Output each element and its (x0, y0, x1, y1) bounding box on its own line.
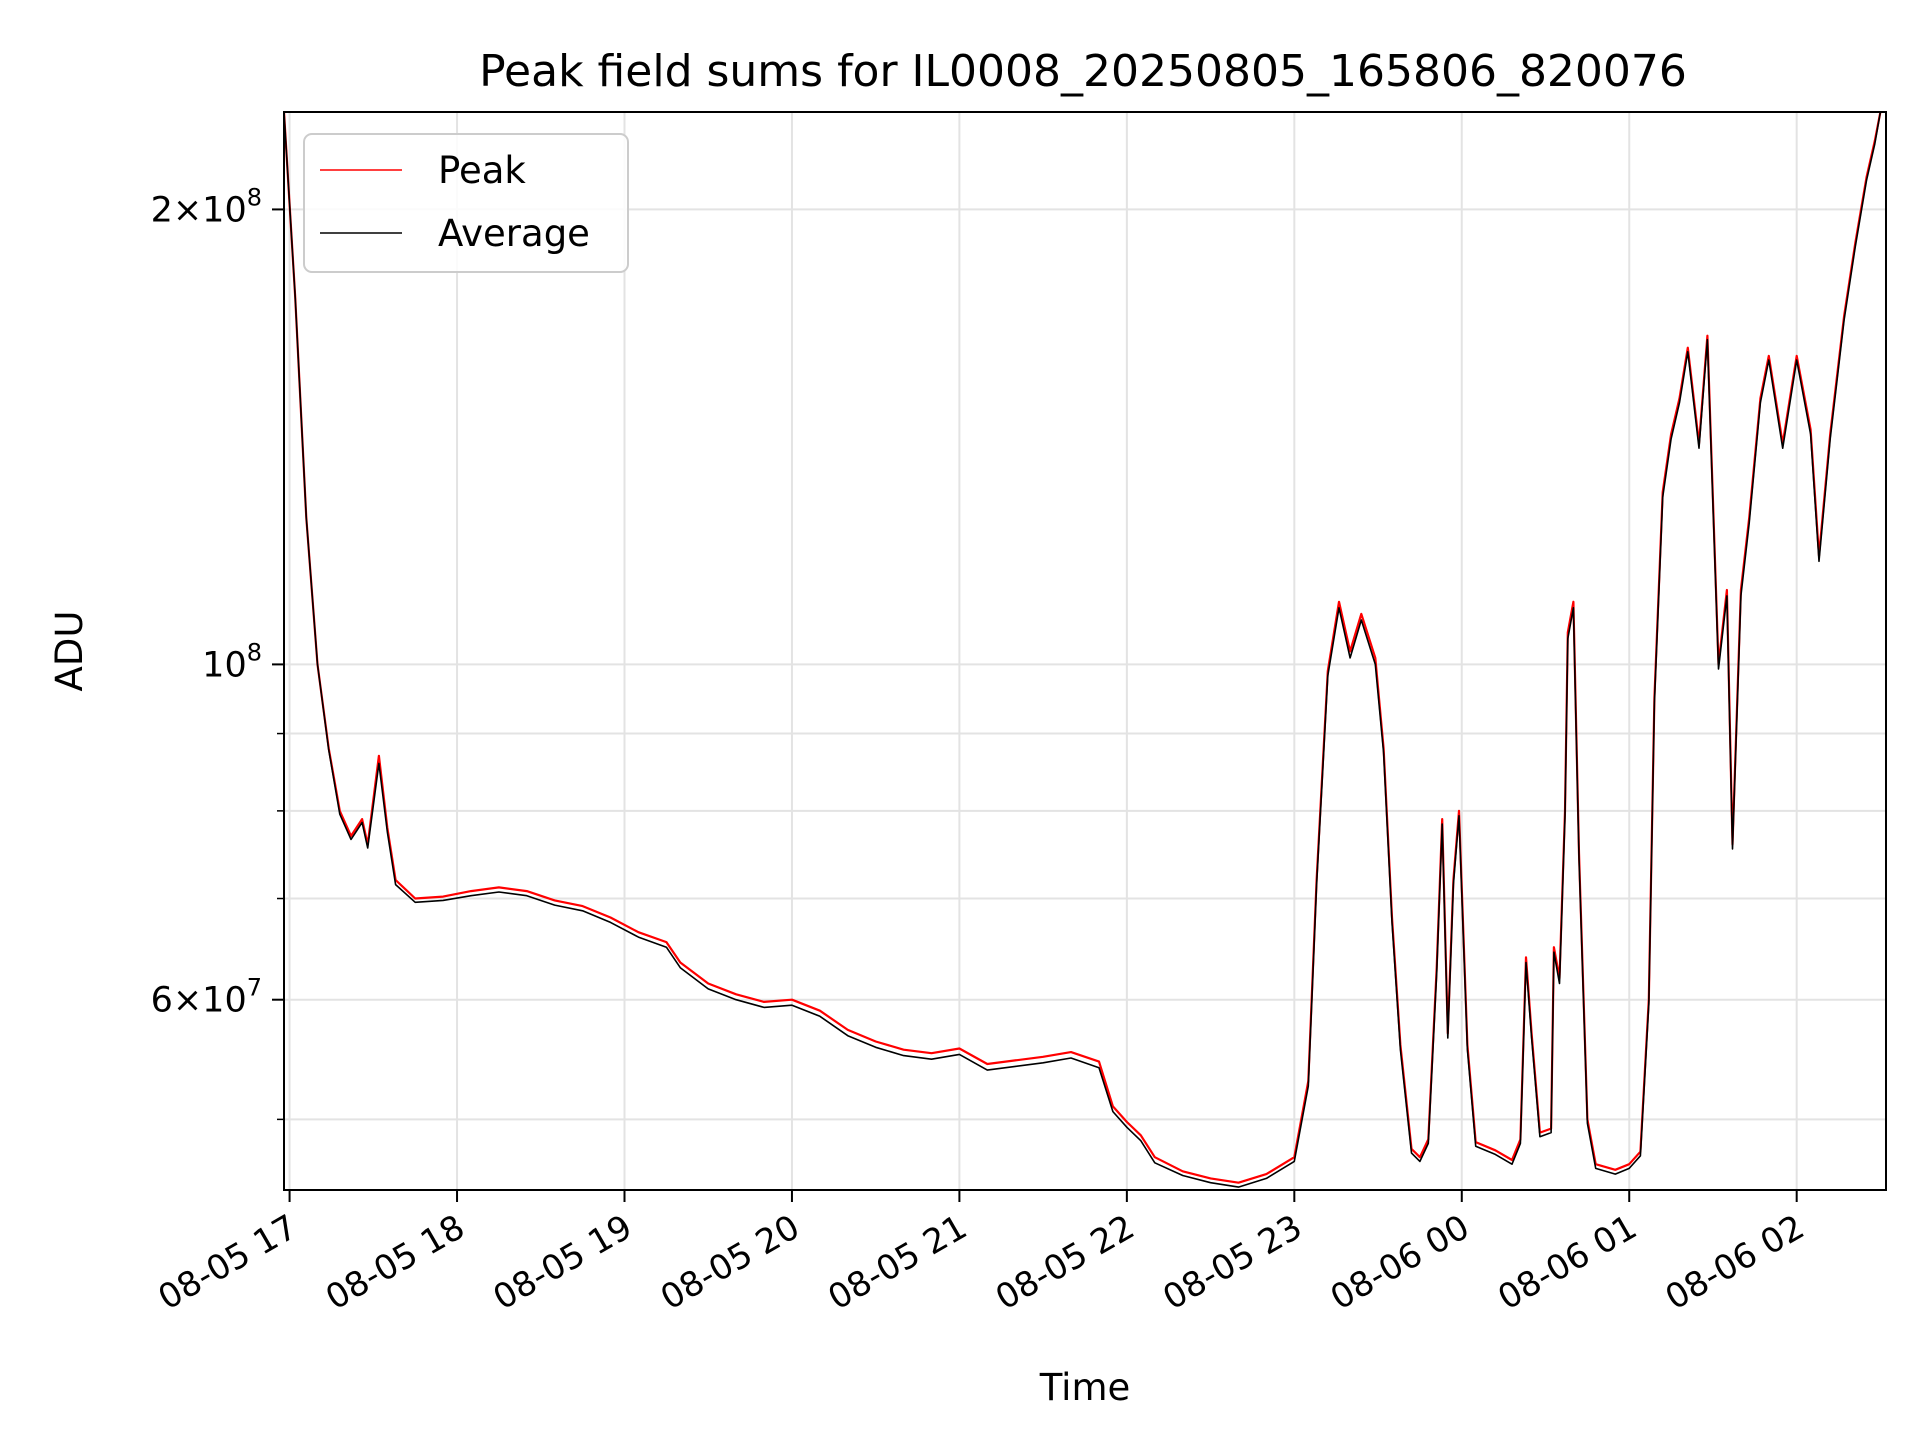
y-tick-label: 2×108 (151, 183, 262, 230)
series-line-average (284, 112, 1882, 1188)
grid-lines (284, 112, 1886, 1190)
legend-label-average: Average (438, 212, 590, 255)
x-axis-label: Time (1039, 1366, 1131, 1409)
y-tick-label: 6×107 (151, 974, 262, 1021)
legend: Peak Average (303, 133, 629, 273)
y-tick-label: 108 (202, 638, 262, 685)
plot-area-frame (283, 111, 1887, 1191)
chart-title: Peak field sums for IL0008_20250805_1658… (479, 46, 1687, 97)
legend-label-peak: Peak (438, 149, 526, 192)
y-axis-label: ADU (48, 611, 91, 692)
y-axis: 6×107 108 2×108 (151, 183, 284, 1121)
series-layer (284, 112, 1882, 1188)
legend-box (303, 133, 629, 273)
